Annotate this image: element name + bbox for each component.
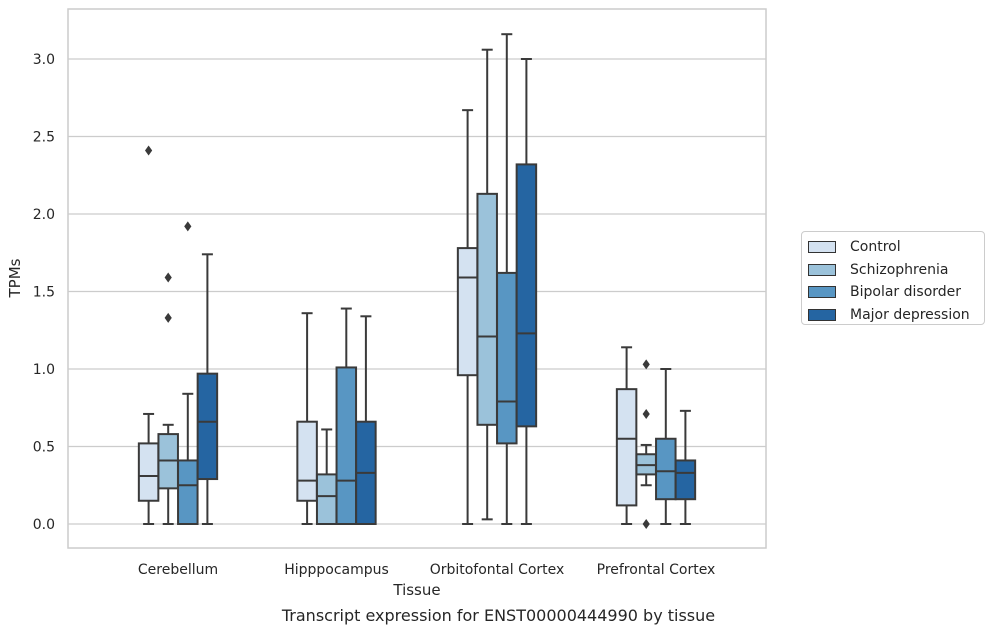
chart-caption: Transcript expression for ENST0000044499… (281, 606, 716, 625)
legend-label: Bipolar disorder (850, 284, 962, 301)
legend-swatch (808, 263, 836, 276)
box-bipolar-disorder (335, 307, 358, 526)
x-tick-label: Prefrontal Cortex (597, 562, 716, 578)
box (315, 473, 338, 525)
legend-item: Major depression (808, 304, 978, 327)
legend-label: Control (850, 239, 901, 256)
box-schizophrenia (635, 359, 657, 529)
box (196, 372, 219, 481)
box-groups (137, 33, 697, 529)
box (515, 163, 538, 428)
box (496, 271, 518, 445)
outlier-point (164, 312, 172, 323)
box (674, 459, 697, 501)
outlier-point (164, 272, 172, 283)
box-major-depression (515, 58, 538, 525)
outlier-point (184, 221, 192, 232)
legend-item: Control (808, 236, 978, 259)
box-major-depression (674, 409, 697, 525)
box-schizophrenia (476, 48, 498, 521)
gridlines (68, 58, 766, 525)
box-major-depression (355, 315, 377, 526)
legend-label: Schizophrenia (850, 261, 949, 278)
y-tick-label: 1.5 (33, 285, 55, 301)
box (655, 437, 677, 501)
box-schizophrenia (315, 428, 338, 525)
outlier-point (642, 359, 650, 370)
x-tick-label: Orbitofontal Cortex (430, 562, 565, 578)
box-control (456, 109, 479, 525)
legend-swatch (808, 241, 836, 254)
box-major-depression (196, 253, 219, 525)
outlier-point (642, 519, 650, 529)
y-tick-label: 3.0 (33, 52, 55, 68)
x-axis-label: Tissue (392, 581, 440, 599)
box (615, 388, 638, 507)
legend-label: Major depression (850, 306, 970, 323)
box-control (615, 346, 638, 525)
y-tick-label: 0.0 (33, 517, 55, 533)
box (456, 247, 479, 377)
outlier-point (642, 408, 650, 419)
box (335, 366, 358, 526)
box-bipolar-disorder (496, 33, 518, 525)
box (137, 442, 160, 502)
box (296, 420, 318, 502)
legend-swatch (808, 308, 836, 321)
y-tick-label: 2.5 (33, 130, 55, 146)
x-tick-label: Cerebellum (138, 562, 218, 578)
legend-swatch (808, 286, 836, 299)
box-control (296, 312, 318, 525)
y-axis-label: TPMs (6, 258, 24, 298)
legend-item: Schizophrenia (808, 259, 978, 282)
box (476, 192, 498, 426)
y-axis-ticks: 0.0 0.5 1.0 1.5 2.0 2.5 3.0 (33, 52, 55, 533)
legend: Control Schizophrenia Bipolar disorder Majo… (801, 231, 985, 325)
box (177, 459, 199, 526)
legend-item: Bipolar disorder (808, 281, 978, 304)
box-bipolar-disorder (655, 368, 677, 525)
x-axis-ticks: Cerebellum Hipppocampus Orbitofontal Corte… (138, 562, 715, 578)
y-tick-label: 0.5 (33, 440, 55, 456)
box-bipolar-disorder (177, 221, 199, 526)
plot-frame (67, 8, 767, 549)
box-control (137, 145, 160, 525)
y-tick-label: 2.0 (33, 207, 55, 223)
box-schizophrenia (157, 272, 179, 525)
outlier-point (145, 145, 153, 156)
y-tick-label: 1.0 (33, 362, 55, 378)
x-tick-label: Hipppocampus (284, 562, 389, 578)
